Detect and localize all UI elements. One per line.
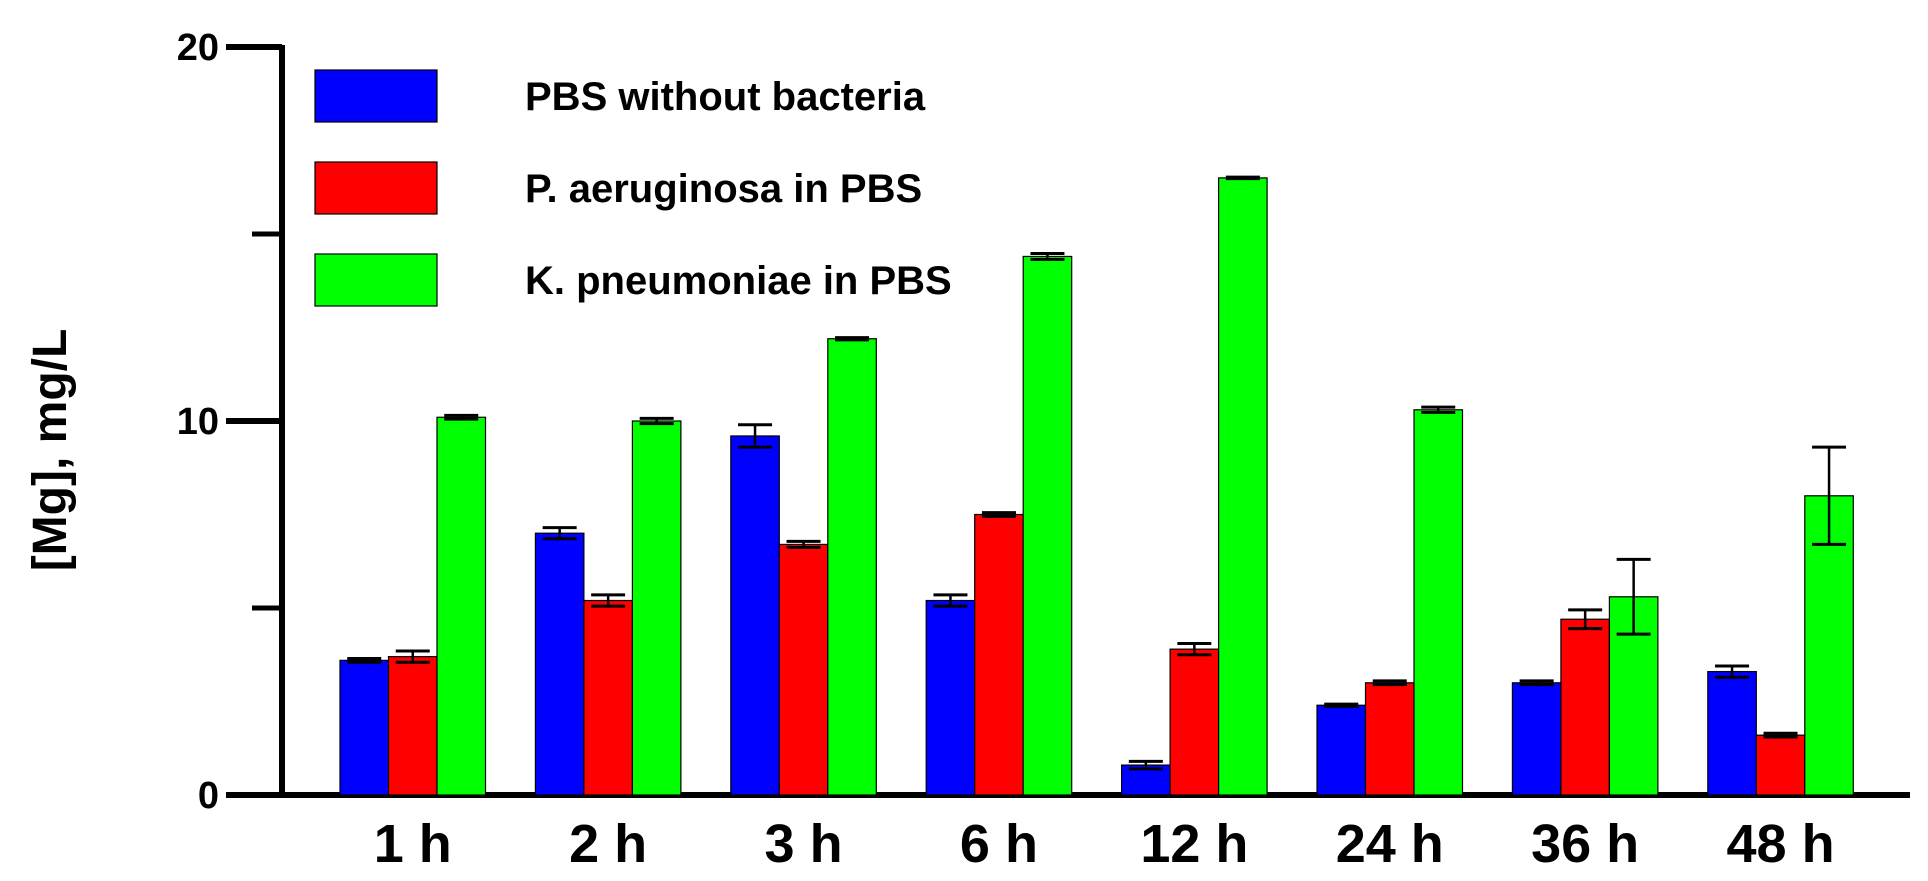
y-tick-label: 20 bbox=[177, 27, 219, 69]
legend-swatch-2 bbox=[314, 161, 438, 215]
x-category-label: 48 h bbox=[1727, 814, 1835, 874]
legend-swatch-3 bbox=[314, 253, 438, 307]
bar-3-12h bbox=[1217, 177, 1268, 796]
legend-label-3: K. pneumoniae in PBS bbox=[525, 259, 952, 303]
bar-1-3h bbox=[730, 435, 780, 796]
bar-1-1h bbox=[339, 659, 390, 796]
bars bbox=[339, 175, 1854, 796]
y-tick-label: 0 bbox=[198, 775, 219, 817]
bar-2-12h bbox=[1169, 648, 1220, 796]
x-category-label: 6 h bbox=[960, 814, 1038, 874]
bar-1-48h bbox=[1707, 670, 1757, 796]
x-category-label: 3 h bbox=[765, 814, 843, 874]
x-category-label: 24 h bbox=[1336, 814, 1444, 874]
legend-label-2: P. aeruginosa in PBS bbox=[525, 167, 922, 211]
y-tick-label: 10 bbox=[177, 401, 219, 443]
y-axis-title: [Mg], mg/L bbox=[24, 329, 77, 572]
bar-2-2h bbox=[583, 599, 634, 796]
bar-3-6h bbox=[1022, 255, 1073, 796]
bar-3-1h bbox=[436, 416, 487, 796]
x-category-label: 2 h bbox=[569, 814, 647, 874]
bar-1-2h bbox=[534, 532, 585, 796]
legend-swatch-1 bbox=[314, 69, 438, 123]
bar-2-1h bbox=[387, 656, 438, 796]
bar-1-24h bbox=[1316, 704, 1367, 796]
bar-3-2h bbox=[631, 420, 682, 796]
x-category-label: 12 h bbox=[1140, 814, 1248, 874]
bar-2-6h bbox=[974, 513, 1024, 796]
x-category-label: 1 h bbox=[374, 814, 452, 874]
bar-2-24h bbox=[1364, 682, 1415, 796]
bar-2-48h bbox=[1755, 734, 1806, 796]
x-category-label: 36 h bbox=[1531, 814, 1639, 874]
bar-3-3h bbox=[827, 338, 877, 796]
bar-2-3h bbox=[778, 543, 829, 796]
bar-2-36h bbox=[1560, 618, 1611, 796]
bar-1-36h bbox=[1511, 682, 1562, 796]
legend: PBS without bacteria P. aeruginosa in PBS… bbox=[314, 69, 952, 307]
bar-3-24h bbox=[1413, 409, 1464, 796]
legend-label-1: PBS without bacteria bbox=[525, 75, 926, 119]
bar-1-6h bbox=[925, 599, 976, 796]
